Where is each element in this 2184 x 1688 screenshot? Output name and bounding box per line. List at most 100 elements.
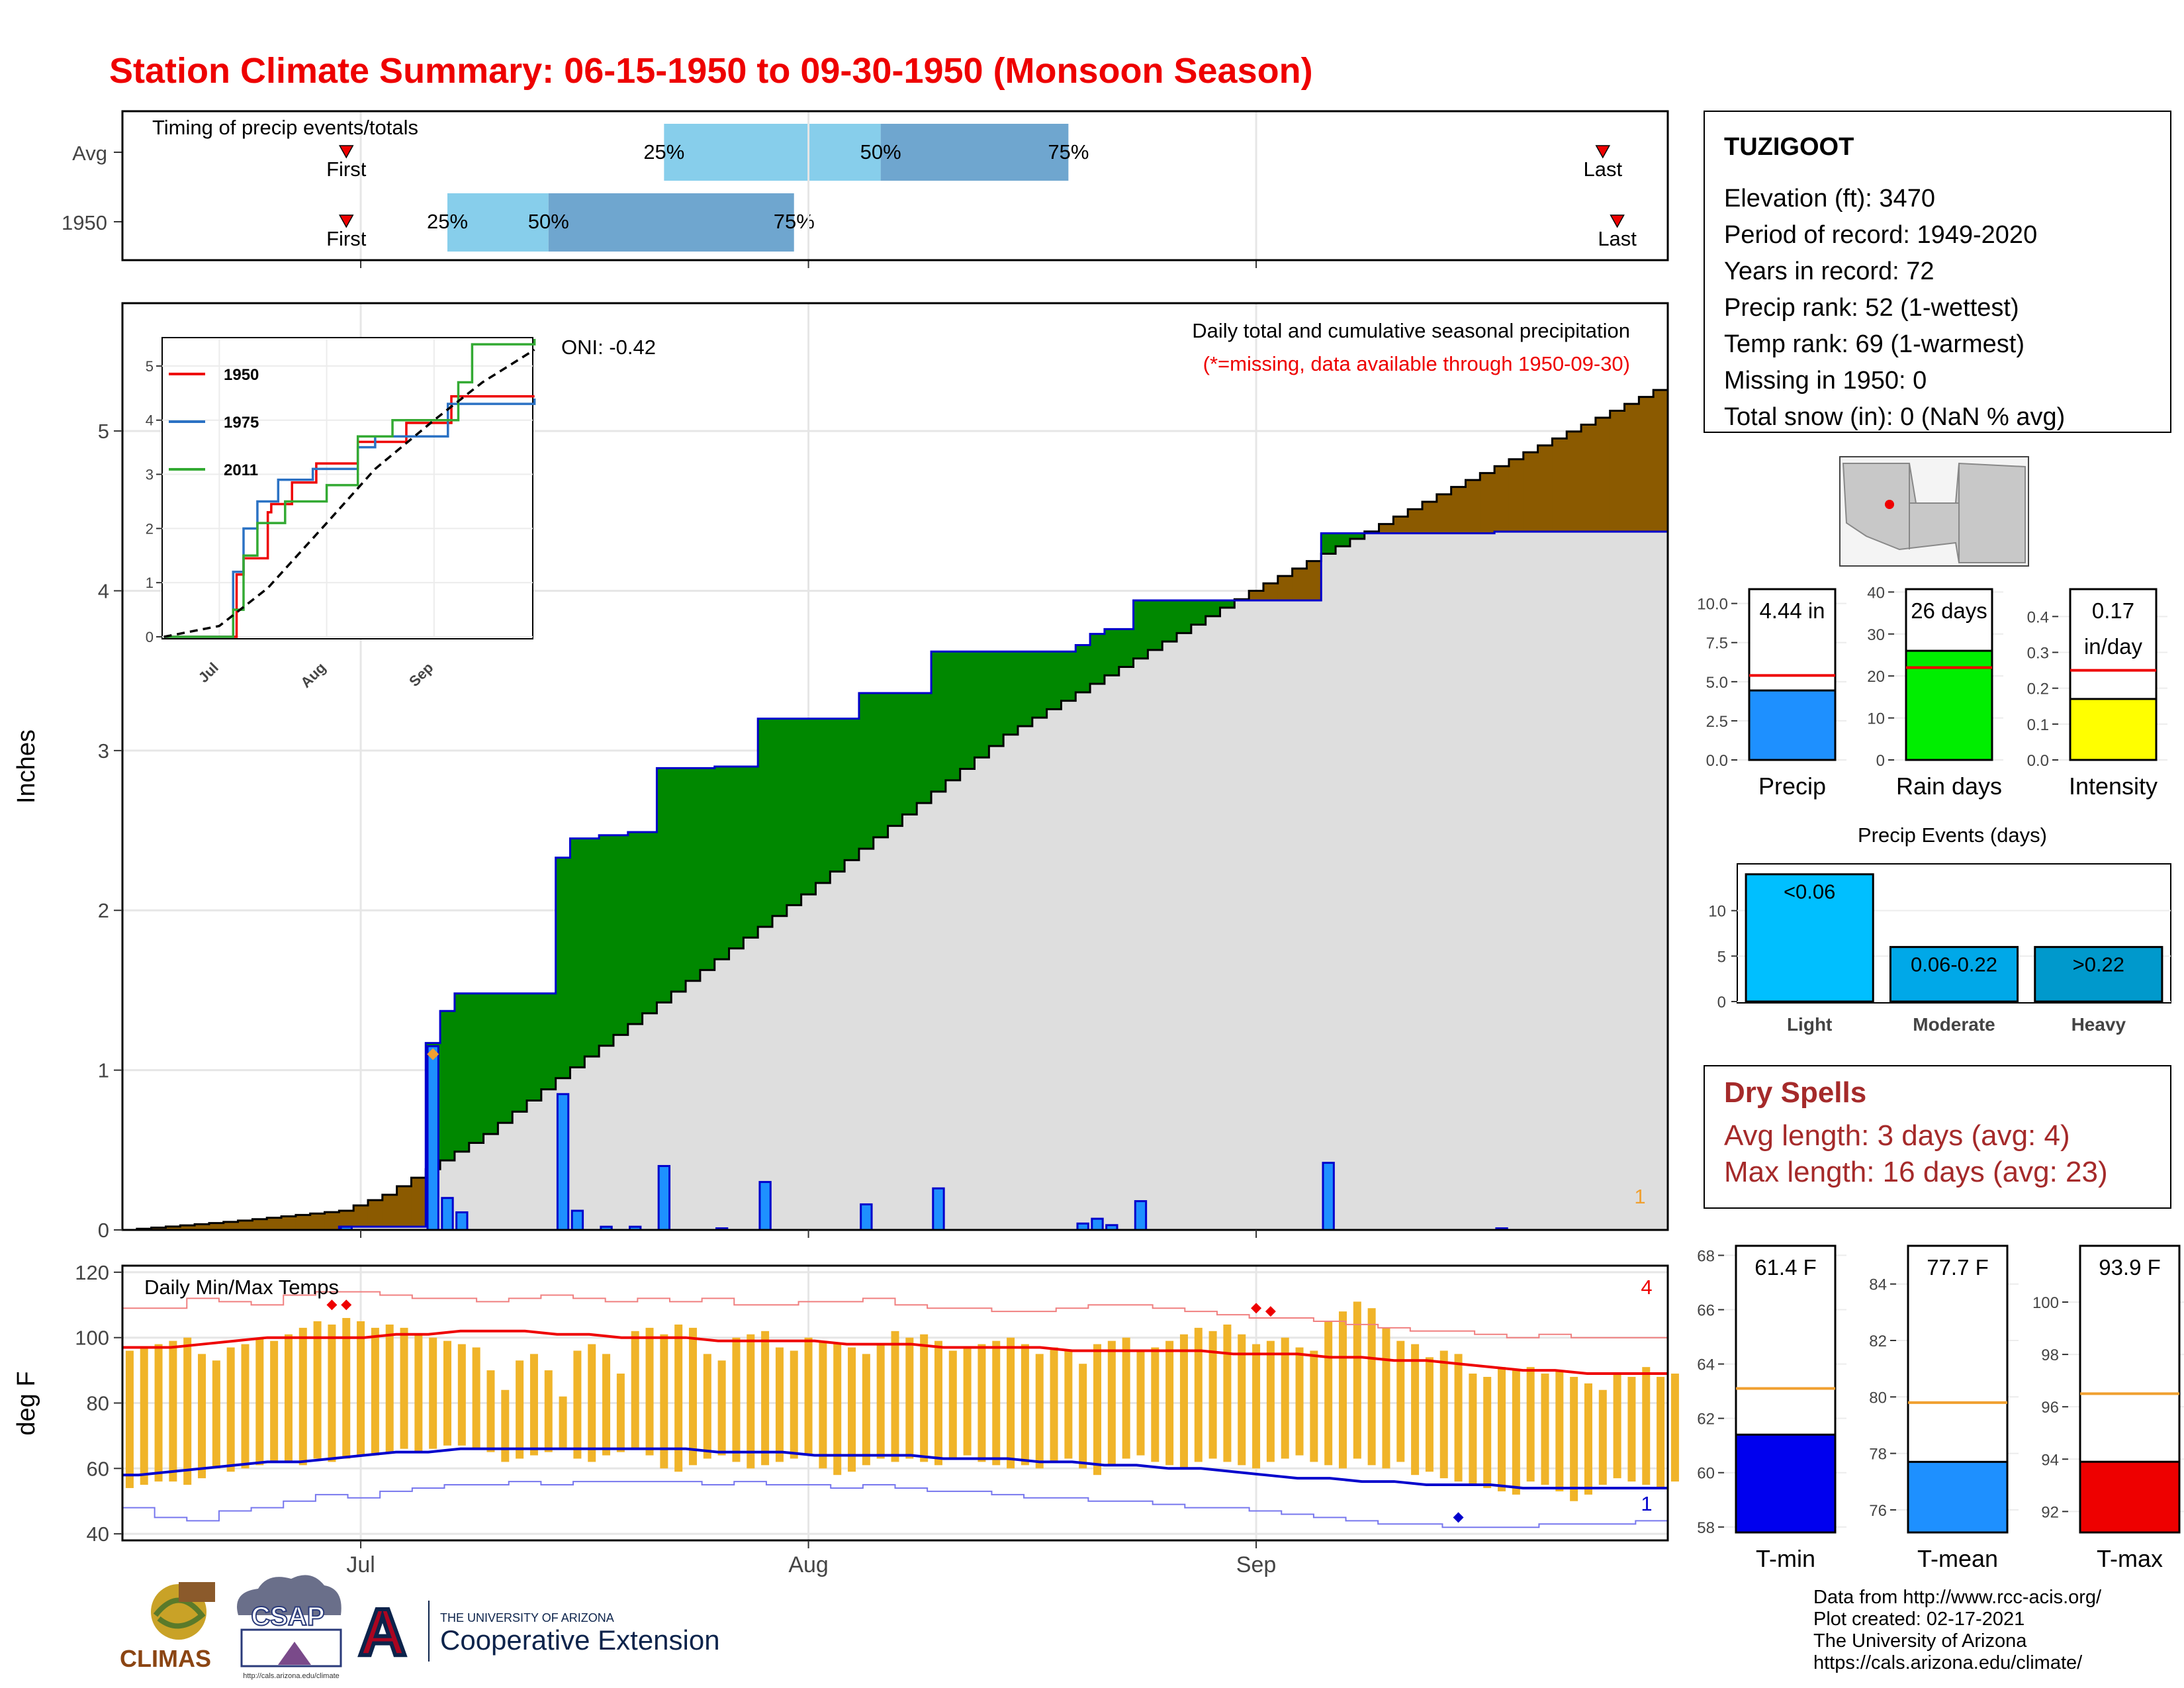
temps-panel: 40 60 80 100 120 Jul Aug Sep Daily Min/Max Temp… (13, 1261, 1679, 1577)
daily-temp-range-bar (1007, 1337, 1015, 1469)
first-marker (338, 214, 354, 228)
daily-temp-range-bar (573, 1350, 582, 1459)
daily-temp-range-bar (1627, 1376, 1636, 1482)
average-tmin-line (122, 1447, 1668, 1489)
surplus-area-segment (440, 1011, 455, 1160)
daily-temp-range-bar (1555, 1370, 1564, 1491)
daily-temp-range-bar (270, 1340, 279, 1462)
surplus-area-segment (844, 718, 860, 861)
summary-y-tick-label: 0 (1876, 752, 1885, 770)
deficit-area-segment (1451, 487, 1467, 534)
daily-temp-range-bar (1598, 1389, 1607, 1485)
events-category-label: Moderate (1913, 1014, 1995, 1035)
surplus-area-segment (541, 993, 557, 1090)
daily-precip-bar (758, 1181, 772, 1231)
summary-y-tick-label: 76 (1869, 1502, 1887, 1520)
daily-temp-range-bar (1281, 1337, 1289, 1459)
summary-y-tick-label: 94 (2041, 1451, 2059, 1469)
footer-line: Data from http://www.rcc-acis.org/ (1813, 1587, 2102, 1608)
deficit-area-segment (252, 1219, 267, 1230)
surplus-area-segment (1177, 600, 1192, 633)
inset-y-tick-label: 0 (146, 629, 154, 645)
daily-temp-range-bar (1570, 1376, 1578, 1501)
csap-logo: CSAP http://cals.arizona.edu/climate (237, 1575, 342, 1680)
observed-cumulative-line (122, 530, 1668, 1231)
deficit-area-segment (180, 1225, 195, 1230)
daily-temp-range-bar (1079, 1364, 1087, 1469)
precip-main-subtitle: (*=missing, data available through 1950-… (1203, 352, 1630, 375)
daily-temp-range-bar (1266, 1340, 1275, 1462)
inset-y-tick-label: 1 (146, 575, 154, 591)
daily-temp-range-bar (1050, 1347, 1058, 1462)
footer-line: The University of Arizona (1813, 1630, 2027, 1652)
daily-temp-range-bar (602, 1354, 611, 1456)
summary-y-tick-label: 58 (1697, 1519, 1715, 1537)
y-tick-label: 4 (98, 579, 109, 602)
quartile-label: 25% (643, 140, 684, 164)
surplus-area-segment (743, 767, 758, 938)
deficit-area-segment (1277, 576, 1293, 600)
daily-temp-range-bar (125, 1350, 134, 1488)
station-frame (1704, 111, 2171, 433)
last-marker (1595, 145, 1611, 159)
surplus-area-segment (1032, 651, 1048, 718)
csap-cloud-shape (237, 1575, 341, 1615)
quartile-label: 50% (528, 210, 569, 233)
quartile-label: 50% (860, 140, 901, 164)
summary-category-label: Precip (1758, 773, 1826, 800)
daily-temp-range-bar (833, 1344, 842, 1476)
surplus-area-segment (555, 857, 571, 1078)
summary-y-tick-label: 82 (1869, 1333, 1887, 1350)
daily-temp-range-bar (443, 1340, 452, 1446)
daily-temp-range-bar (862, 1354, 870, 1466)
summary-y-tick-label: 98 (2041, 1346, 2059, 1364)
summary-y-tick-label: 0.3 (2027, 645, 2049, 663)
daily-temp-range-bar (891, 1331, 899, 1462)
summary-value-label: 0.17 (2092, 598, 2134, 623)
deficit-area-segment (1249, 590, 1264, 600)
page-title: Station Climate Summary: 06-15-1950 to 0… (109, 51, 1313, 91)
summary-y-tick-label: 68 (1697, 1247, 1715, 1265)
dry-spells-max: Max length: 16 days (avg: 23) (1724, 1156, 2108, 1188)
summary-value-bar (2079, 1460, 2181, 1534)
events-y-tick-label: 0 (1717, 994, 1726, 1011)
summary-y-tick-label: 62 (1697, 1411, 1715, 1429)
inset-legend-label: 1950 (224, 366, 259, 384)
daily-temp-range-bar (486, 1370, 495, 1452)
summary-value-bar (1905, 649, 1993, 761)
summary-value-label: 61.4 F (1754, 1255, 1817, 1280)
daily-temp-range-bar (371, 1327, 379, 1456)
y-tick-label: 5 (98, 420, 109, 443)
deficit-area-segment (1537, 445, 1553, 532)
daily-temp-range-bar (631, 1331, 639, 1449)
summary-value-bar (2069, 698, 2158, 761)
y-tick-label: 2 (98, 899, 109, 922)
deficit-area-segment (310, 1213, 326, 1230)
surplus-area-segment (1162, 600, 1177, 642)
deficit-area-segment (151, 1227, 167, 1230)
temps-corner-top: 4 (1641, 1276, 1652, 1299)
daily-temp-range-bar (472, 1347, 480, 1449)
daily-temp-range-bar (1454, 1354, 1463, 1482)
daily-temp-range-bar (226, 1347, 235, 1472)
daily-temp-range-bar (992, 1340, 1001, 1466)
deficit-area-segment (295, 1215, 311, 1230)
surplus-area-segment (469, 993, 484, 1143)
events-category-label: Heavy (2071, 1014, 2126, 1035)
daily-temp-range-bar (1353, 1301, 1361, 1459)
daily-precip-bar (441, 1197, 454, 1231)
station-line: Elevation (ft): 3470 (1724, 185, 1935, 212)
daily-precip-bar (426, 1045, 439, 1231)
daily-precip-bar (556, 1093, 570, 1231)
surplus-area-segment (1104, 629, 1120, 676)
surplus-area-segment (1118, 629, 1134, 667)
daily-precip-bar (1322, 1162, 1335, 1231)
daily-temp-range-bar (1657, 1376, 1665, 1488)
daily-temp-range-bar (848, 1347, 856, 1472)
deficit-area-segment (1567, 431, 1582, 532)
station-name: TUZIGOOT (1724, 133, 1854, 161)
daily-temp-range-bar (645, 1327, 654, 1456)
surplus-area-segment (887, 692, 903, 826)
daily-temp-range-bar (1526, 1367, 1535, 1482)
summary-y-tick-label: 66 (1697, 1301, 1715, 1319)
